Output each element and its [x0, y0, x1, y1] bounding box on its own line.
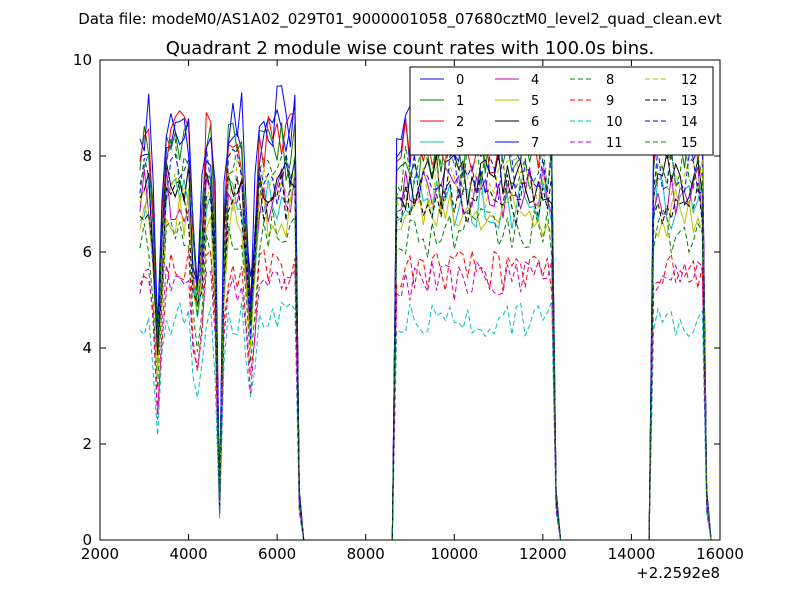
- legend-label: 5: [531, 94, 539, 109]
- x-tick-label: 16000: [696, 545, 744, 563]
- legend-label: 7: [531, 136, 539, 151]
- x-tick-label: 6000: [258, 545, 296, 563]
- x-tick-label: 8000: [347, 545, 385, 563]
- series-line-9: [139, 248, 712, 540]
- x-tick-label: 12000: [519, 545, 567, 563]
- y-tick-label: 4: [82, 339, 92, 357]
- chart-title: Quadrant 2 module wise count rates with …: [166, 38, 655, 59]
- x-tick-label: 2000: [81, 545, 119, 563]
- legend-label: 1: [456, 94, 464, 109]
- legend-label: 0: [456, 73, 464, 88]
- plot-frame: [99, 59, 721, 541]
- series-line-8: [139, 207, 712, 540]
- series-line-1: [139, 119, 712, 540]
- series-line-3: [139, 176, 712, 540]
- legend-label: 11: [606, 136, 623, 151]
- series-line-13: [139, 170, 712, 540]
- legend-label: 2: [456, 115, 464, 130]
- x-axis: 2000 4000 6000 8000 10000 12000 14000 16000: [81, 60, 744, 563]
- series-line-10: [139, 301, 712, 540]
- legend-label: 12: [681, 73, 698, 88]
- legend-label: 10: [606, 115, 623, 130]
- y-tick-label: 6: [82, 243, 92, 261]
- series-line-11: [139, 259, 712, 540]
- chart-suptitle: Data file: modeM0/AS1A02_029T01_90000010…: [78, 10, 722, 29]
- y-tick-label: 10: [73, 51, 92, 69]
- legend-label: 3: [456, 136, 464, 151]
- y-tick-label: 2: [82, 435, 92, 453]
- x-offset-label: +2.2592e8: [636, 564, 720, 582]
- x-tick-label: 14000: [608, 545, 656, 563]
- x-tick-label: 4000: [169, 545, 207, 563]
- legend-label: 15: [681, 136, 698, 151]
- legend-label: 14: [681, 115, 698, 130]
- legend-label: 13: [681, 94, 698, 109]
- legend-label: 4: [531, 73, 539, 88]
- y-tick-label: 8: [82, 147, 92, 165]
- legend-label: 8: [606, 73, 614, 88]
- legend-box: [409, 66, 714, 156]
- y-tick-label: 0: [82, 531, 92, 549]
- legend-label: 9: [606, 94, 614, 109]
- x-tick-label: 10000: [430, 545, 478, 563]
- legend-label: 6: [531, 115, 539, 130]
